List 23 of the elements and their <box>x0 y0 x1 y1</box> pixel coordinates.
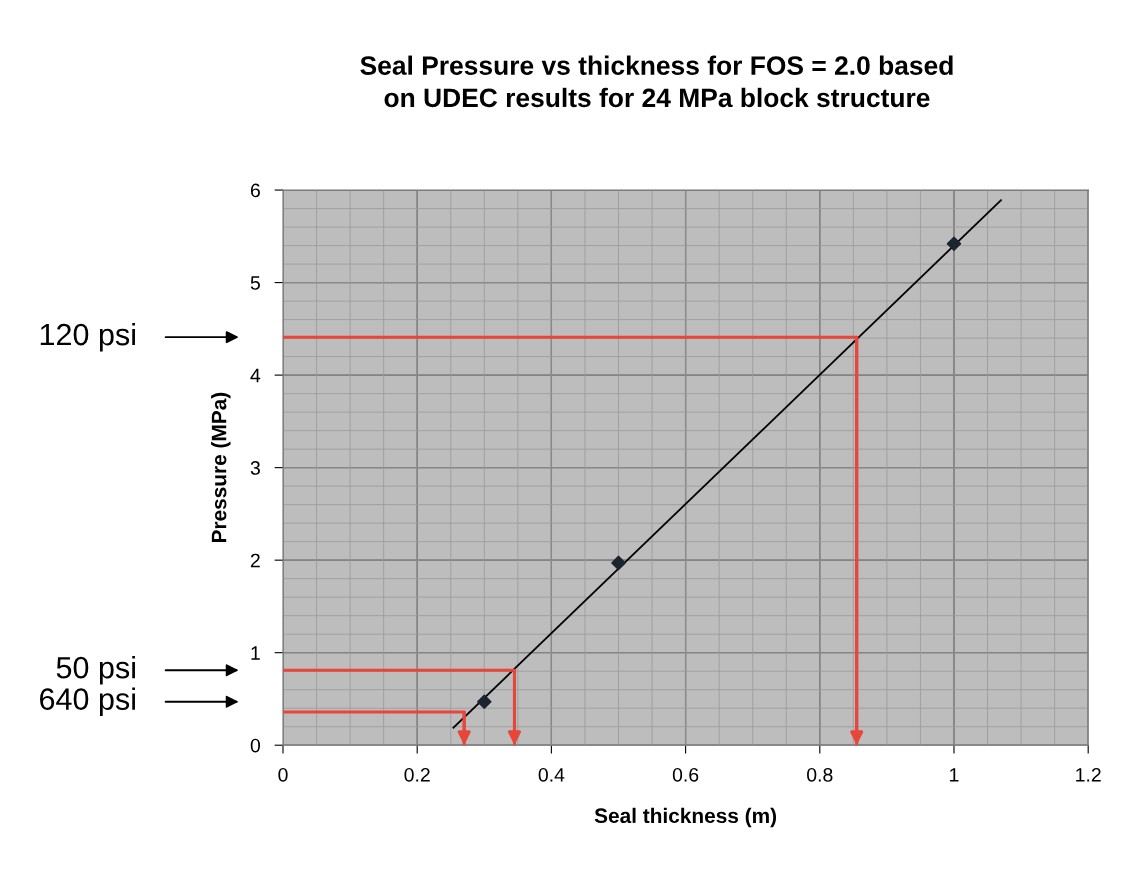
point <box>477 694 492 710</box>
y-tick-label: 1 <box>251 646 260 660</box>
point <box>946 236 962 252</box>
text: 50 psi <box>56 656 135 685</box>
y-tick-label: 4 <box>250 368 261 383</box>
text: 640 psi <box>40 687 135 716</box>
x-tick-label: 0.4 <box>538 767 565 782</box>
text: 120 psi <box>40 322 135 352</box>
y-axis-title: Pressure (MPa) <box>211 392 231 543</box>
y-tick-label: 6 <box>250 183 260 198</box>
y-tick-label: 3 <box>250 461 260 475</box>
y-tick-label: 2 <box>250 553 260 568</box>
x-tick-label: 0.2 <box>404 767 430 782</box>
chart-title: Seal Pressure vs thickness for FOS = 2.0 based on UDEC results for 24 MPa block structure <box>360 55 953 108</box>
x-tick-label: 1 <box>950 768 959 782</box>
x-tick-label: 0.8 <box>807 767 833 782</box>
y-tick-label: 0 <box>250 738 261 753</box>
x-tick-label: 0 <box>278 767 288 782</box>
y-tick-label: 5 <box>250 276 260 290</box>
x-tick-label: 0.6 <box>672 767 699 782</box>
x-axis-title: Seal thickness (m) <box>594 807 777 828</box>
x-tick-label: 1.2 <box>1076 767 1101 782</box>
point <box>611 555 626 571</box>
